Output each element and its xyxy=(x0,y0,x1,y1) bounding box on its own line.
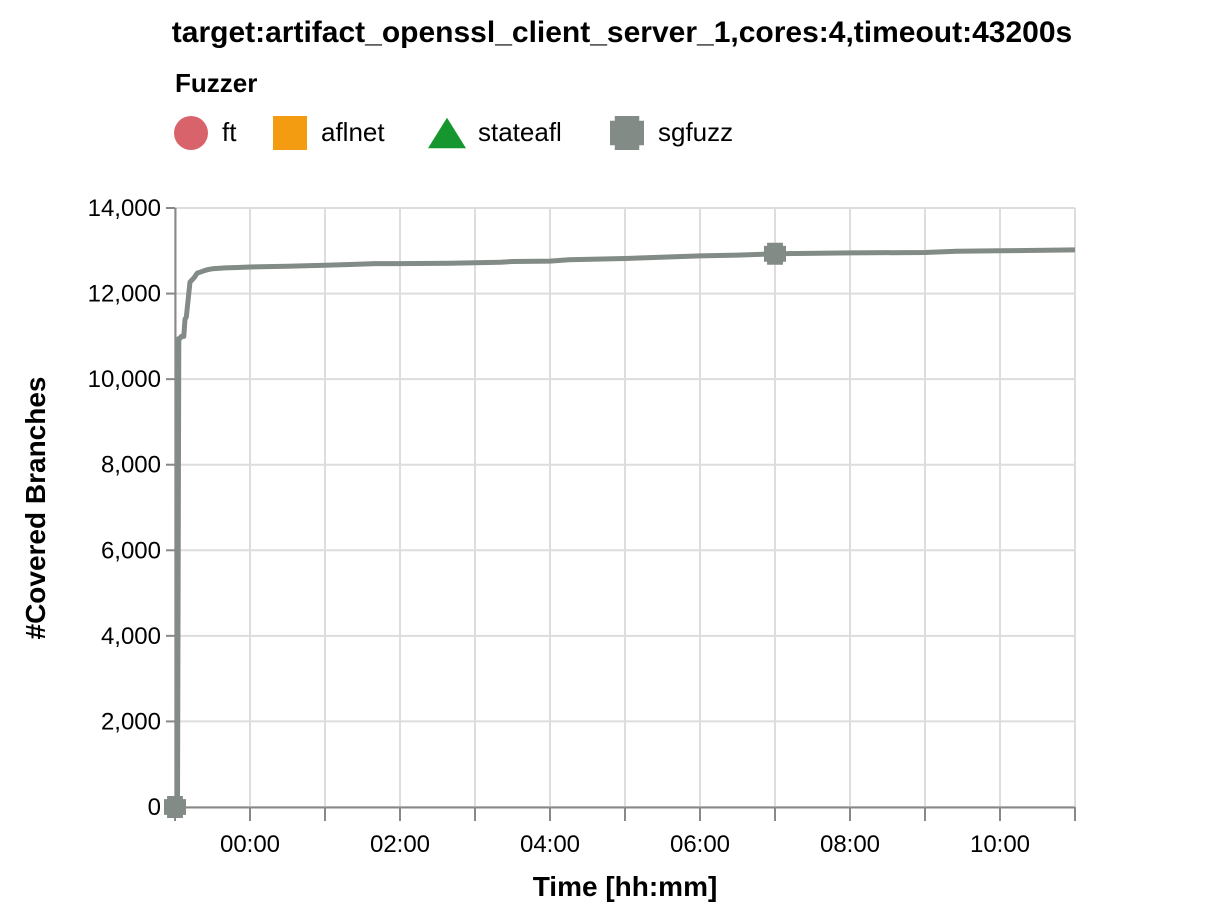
series-layer xyxy=(164,242,1076,818)
legend-label-aflnet: aflnet xyxy=(321,117,385,147)
y-axis-title: #Covered Branches xyxy=(20,376,51,639)
series-line-sgfuzz xyxy=(175,247,1076,810)
legend-symbol-aflnet xyxy=(273,116,307,150)
legend-label-ft: ft xyxy=(222,117,237,147)
series-marker-sgfuzz xyxy=(164,796,186,818)
legend-item-aflnet: aflnet xyxy=(273,116,385,150)
x-axis: 00:00 02:00 04:00 06:00 08:00 10:00 xyxy=(174,806,1076,858)
y-tick-label: 12,000 xyxy=(88,281,161,308)
x-tick-label: 10:00 xyxy=(970,831,1030,858)
legend-symbol-ft xyxy=(174,116,208,150)
y-tick-label: 10,000 xyxy=(88,366,161,393)
y-tick-label: 6,000 xyxy=(101,537,161,564)
y-tick-label: 2,000 xyxy=(101,708,161,735)
y-tick-label: 4,000 xyxy=(101,623,161,650)
series-sgfuzz xyxy=(164,242,1076,818)
series-marker-sgfuzz xyxy=(764,242,786,265)
legend-label-sgfuzz: sgfuzz xyxy=(658,117,733,147)
x-tick-label: 02:00 xyxy=(370,831,430,858)
x-tick-label: 08:00 xyxy=(820,831,880,858)
x-tick-label: 00:00 xyxy=(220,831,280,858)
legend-label-stateafl: stateafl xyxy=(478,117,562,147)
y-tick-label: 0 xyxy=(148,794,161,821)
y-tick-label: 14,000 xyxy=(88,195,161,222)
plot-area: 02,0004,0006,0008,00010,00012,00014,000 … xyxy=(88,195,1076,858)
legend-item-stateafl: stateafl xyxy=(428,117,562,149)
y-tick-label: 8,000 xyxy=(101,452,161,479)
legend: ft aflnet stateafl sgfuzz xyxy=(174,116,733,150)
x-tick-label: 06:00 xyxy=(670,831,730,858)
legend-item-ft: ft xyxy=(174,116,237,150)
x-axis-title: Time [hh:mm] xyxy=(533,871,718,902)
y-axis: 0 2,000 4,000 6,000 8,000 10,000 12,000 14,000 xyxy=(88,195,177,821)
grid xyxy=(174,207,1076,808)
legend-symbol-stateafl xyxy=(428,117,466,149)
legend-title: Fuzzer xyxy=(175,68,257,98)
chart-title: target:artifact_openssl_client_server_1,… xyxy=(172,16,1072,49)
legend-symbol-sgfuzz xyxy=(610,116,644,150)
legend-item-sgfuzz: sgfuzz xyxy=(610,116,733,150)
x-tick-label: 04:00 xyxy=(520,831,580,858)
